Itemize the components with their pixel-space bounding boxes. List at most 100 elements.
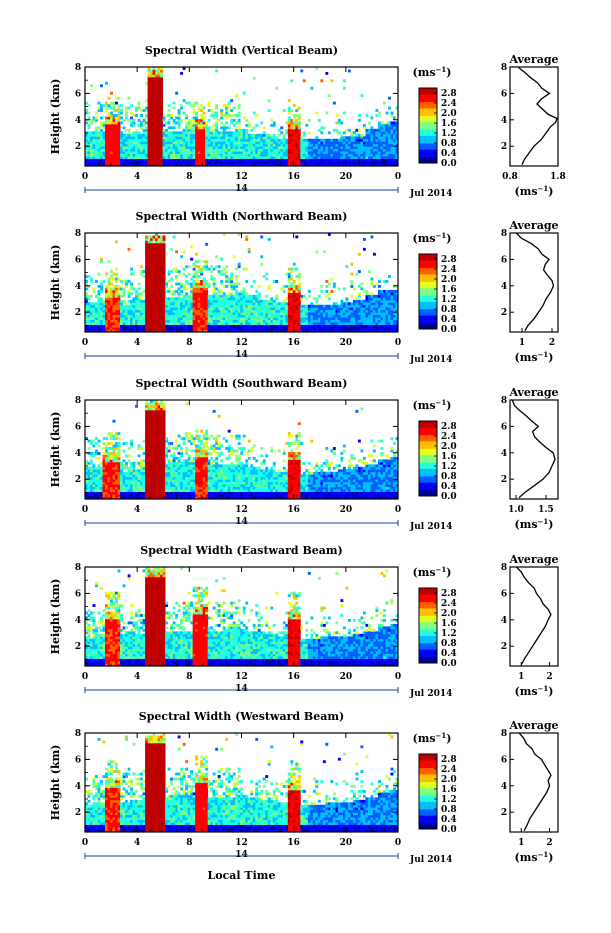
heatmap-cell [238, 131, 241, 134]
heatmap-cell [315, 307, 318, 310]
heatmap-cell [258, 159, 261, 162]
heatmap-cell [175, 327, 178, 330]
heatmap-cell [258, 302, 261, 305]
heatmap-cell [308, 317, 311, 320]
heatmap-cell [180, 310, 183, 313]
heatmap-cell [248, 320, 251, 323]
heatmap-cell [168, 297, 171, 300]
heatmap-cell [150, 146, 153, 149]
heatmap-cell [230, 302, 233, 305]
heatmap-cell [98, 290, 101, 293]
heatmap-cell [188, 154, 191, 157]
heatmap-cell [330, 156, 333, 159]
heatmap-cell [250, 285, 253, 288]
heatmap-cell [340, 320, 343, 323]
heatmap-cell [148, 146, 151, 149]
heatmap-cell [110, 278, 113, 281]
heatmap-cell [315, 325, 318, 328]
heatmap-cell [298, 117, 301, 120]
heatmap-cell [285, 307, 288, 310]
heatmap-cell [368, 149, 371, 152]
heatmap-cell [280, 320, 283, 323]
heatmap-cell [148, 87, 151, 90]
heatmap-cell [363, 302, 366, 305]
heatmap-cell [205, 121, 208, 124]
heatmap-cell [390, 146, 393, 149]
heatmap-cell [168, 134, 171, 137]
heatmap-cell [173, 121, 176, 124]
heatmap-cell [258, 141, 261, 144]
heatmap-cell [158, 263, 161, 266]
heatmap-cell [145, 325, 148, 328]
heatmap-cell [203, 124, 206, 127]
heatmap-cell [228, 146, 231, 149]
heatmap-cell [340, 161, 343, 164]
heatmap-cell [143, 146, 146, 149]
heatmap-cell [225, 317, 228, 320]
heatmap-cell [300, 146, 303, 149]
heatmap-cell [105, 82, 108, 85]
heatmap-cell [110, 161, 113, 164]
heatmap-cell [128, 159, 131, 162]
heatmap-cell [208, 305, 211, 308]
heatmap-cell [253, 126, 256, 129]
heatmap-cell [98, 312, 101, 315]
heatmap-cell [238, 126, 241, 129]
heatmap-cell [248, 124, 251, 127]
heatmap-cell [173, 149, 176, 152]
heatmap-cell [288, 159, 291, 162]
heatmap-cell [355, 159, 358, 162]
heatmap-cell [195, 139, 198, 142]
heatmap-cell [228, 315, 231, 318]
heatmap-cell [180, 300, 183, 303]
heatmap-cell [245, 325, 248, 328]
heatmap-cell [128, 290, 131, 293]
heatmap-cell [265, 273, 268, 276]
heatmap-cell [193, 139, 196, 142]
heatmap-cell [280, 159, 283, 162]
heatmap-cell [160, 315, 163, 318]
heatmap-cell [135, 139, 138, 142]
heatmap-cell [280, 149, 283, 152]
heatmap-cell [225, 285, 228, 288]
heatmap-cell [175, 270, 178, 273]
heatmap-cell [173, 322, 176, 325]
heatmap-cell [148, 119, 151, 122]
heatmap-cell [148, 235, 151, 238]
heatmap-cell [178, 141, 181, 144]
heatmap-cell [293, 104, 296, 107]
heatmap-cell [388, 327, 391, 330]
heatmap-cell [370, 136, 373, 139]
heatmap-cell [160, 320, 163, 323]
heatmap-cell [388, 305, 391, 308]
heatmap-cell [130, 136, 133, 139]
heatmap-cell [338, 146, 341, 149]
heatmap-cell [98, 146, 101, 149]
heatmap-cell [388, 312, 391, 315]
heatmap-cell [200, 144, 203, 147]
heatmap-cell [185, 139, 188, 142]
heatmap-cell [333, 310, 336, 313]
heatmap-cell [250, 305, 253, 308]
heatmap-cell [303, 320, 306, 323]
heatmap-cell [385, 139, 388, 142]
heatmap-cell [200, 315, 203, 318]
heatmap-cell [373, 141, 376, 144]
heatmap-cell [288, 154, 291, 157]
heatmap-cell [223, 159, 226, 162]
heatmap-cell [110, 325, 113, 328]
heatmap-cell [358, 300, 361, 303]
heatmap-cell [330, 320, 333, 323]
average-x-label-close: ) [548, 185, 553, 198]
heatmap-cell [153, 126, 156, 129]
heatmap-cell [260, 149, 263, 152]
heatmap-cell [238, 129, 241, 132]
heatmap-cell [235, 322, 238, 325]
heatmap-cell [168, 121, 171, 124]
heatmap-cell [163, 287, 166, 290]
heatmap-cell [130, 141, 133, 144]
heatmap-cell [88, 112, 91, 115]
heatmap-cell [150, 322, 153, 325]
heatmap-cell [390, 156, 393, 159]
heatmap-cell [340, 305, 343, 308]
